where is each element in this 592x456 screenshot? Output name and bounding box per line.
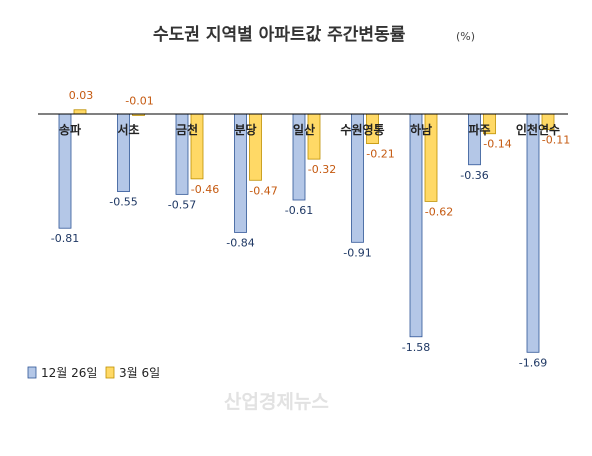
chart-title: 수도권 지역별 아파트값 주간변동률 <box>153 25 406 45</box>
watermark: 산업경제뉴스 <box>224 391 329 413</box>
category-label: 일산 <box>293 122 315 137</box>
series-a-value-label: -0.55 <box>109 196 137 209</box>
category-label: 분당 <box>234 122 256 137</box>
legend-swatch <box>105 366 115 379</box>
series-b-value-label: -0.47 <box>249 184 277 197</box>
series-b-value-label: -0.62 <box>425 205 453 218</box>
series-a-value-label: -1.58 <box>402 341 430 354</box>
series-a-bar <box>409 113 423 338</box>
category-label: 송파 <box>59 122 81 137</box>
chart-title-group: 수도권 지역별 아파트값 주간변동률 (%) <box>153 25 475 45</box>
series-b-value-label: -0.01 <box>125 94 153 107</box>
legend-swatch <box>27 366 37 379</box>
category-label: 금천 <box>176 122 198 137</box>
category-label: 수원영통 <box>340 122 384 137</box>
series-a-value-label: -1.69 <box>519 356 547 369</box>
chart-unit: (%) <box>456 30 475 43</box>
series-a-value-label: -0.61 <box>285 204 313 217</box>
series-b-bar <box>73 109 87 115</box>
series-b-value-label: -0.32 <box>308 163 336 176</box>
series-b-value-label: -0.11 <box>542 134 570 147</box>
series-b-value-label: -0.21 <box>366 148 394 161</box>
series-a-value-label: -0.91 <box>343 246 371 259</box>
labels-layer: -0.81 0.03 송파 -0.55 -0.01 서초 -0.57 -0.46 금천 -0.84… <box>51 89 570 370</box>
series-a-value-label: -0.81 <box>51 232 79 245</box>
series-a-value-label: -0.57 <box>168 198 196 211</box>
bars-layer <box>58 109 555 353</box>
series-a-bar <box>526 113 540 353</box>
category-label: 인천연수 <box>516 122 560 137</box>
legend: 12월 26일 3월 6일 <box>27 366 160 380</box>
series-b-value-label: -0.46 <box>191 183 219 196</box>
series-a-value-label: -0.36 <box>460 169 488 182</box>
legend-label: 12월 26일 <box>41 366 97 380</box>
series-b-value-label: 0.03 <box>69 89 94 102</box>
legend-label: 3월 6일 <box>119 366 160 380</box>
series-b-value-label: -0.14 <box>483 138 511 151</box>
category-label: 하남 <box>410 122 432 137</box>
category-label: 파주 <box>468 122 490 137</box>
series-a-bar <box>468 113 481 166</box>
category-label: 서초 <box>117 122 139 137</box>
series-a-value-label: -0.84 <box>226 236 254 249</box>
